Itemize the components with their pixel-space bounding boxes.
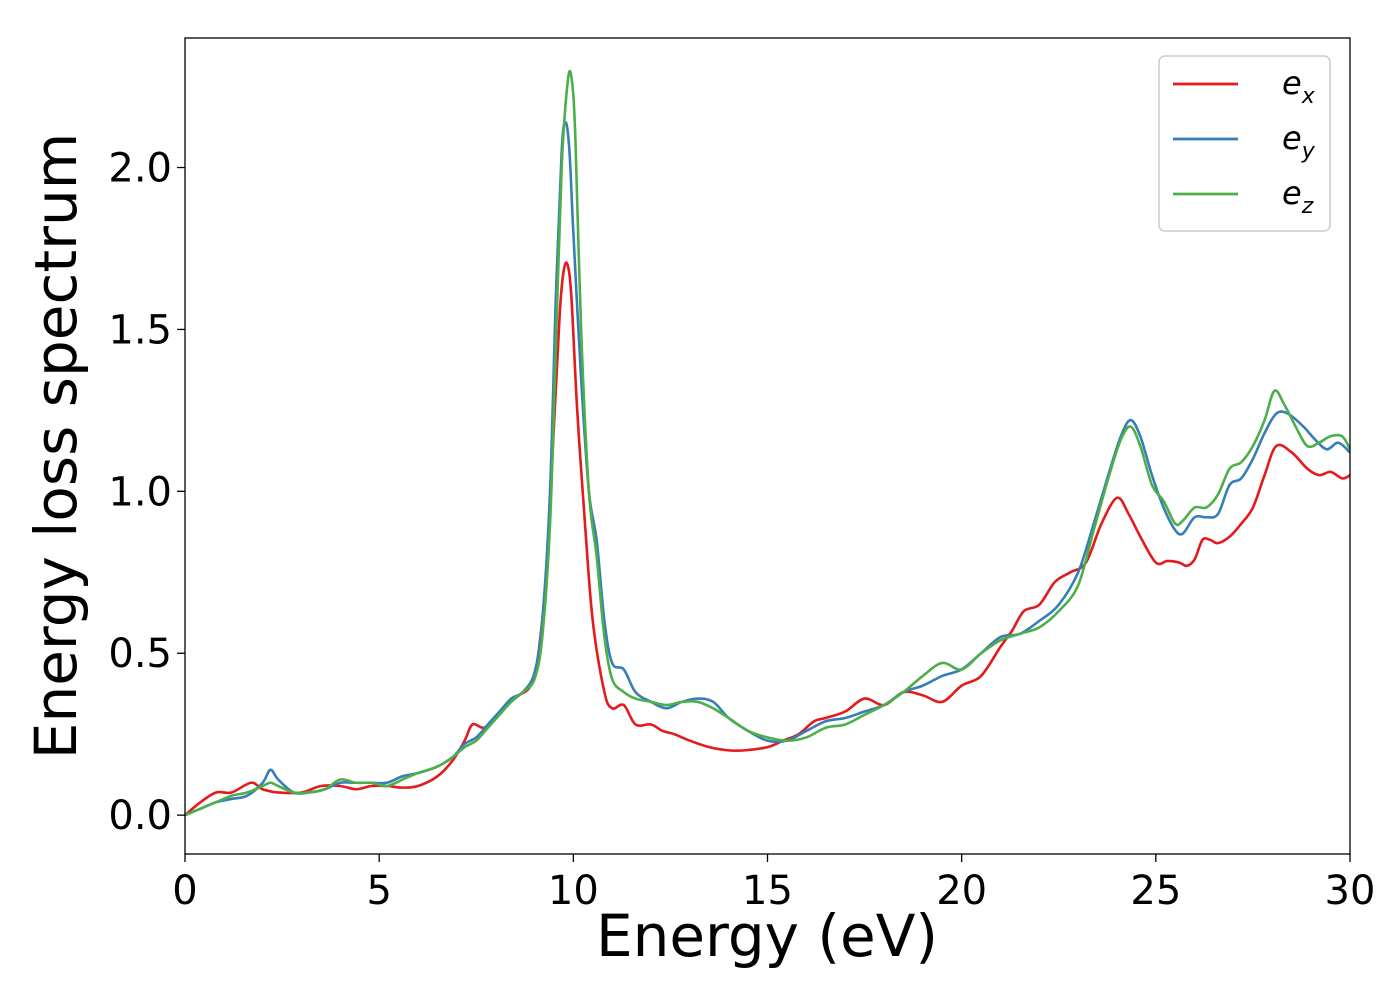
y-axis-label: Energy loss spectrum: [22, 133, 90, 759]
legend: ex ey ez: [1158, 55, 1331, 232]
series-line-e-x: [185, 261, 1350, 817]
x-tick-label: 20: [936, 868, 987, 914]
series-layer: [185, 69, 1350, 817]
y-tick-label: 0.0: [108, 793, 172, 839]
y-axis: 0.0 0.5 1.0 1.5 2.0: [108, 146, 185, 839]
legend-box: [1158, 55, 1331, 232]
legend-label-e-x: ex: [1282, 64, 1316, 109]
y-tick-label: 2.0: [108, 146, 172, 192]
y-tick-label: 1.5: [108, 307, 172, 353]
series-line-e-z: [185, 69, 1350, 817]
x-axis: 0 5 10 15 20 25 30: [172, 854, 1375, 914]
x-tick-label: 0: [172, 868, 197, 914]
x-tick-label: 5: [366, 868, 391, 914]
y-tick-label: 1.0: [108, 469, 172, 515]
legend-label-e-z: ez: [1282, 174, 1314, 219]
x-tick-label: 25: [1130, 868, 1181, 914]
y-tick-label: 0.5: [108, 631, 172, 677]
x-tick-label: 30: [1325, 868, 1376, 914]
x-axis-label: Energy (eV): [596, 902, 938, 970]
x-tick-label: 15: [742, 868, 793, 914]
legend-label-e-y: ey: [1282, 119, 1316, 164]
x-tick-label: 10: [548, 868, 599, 914]
